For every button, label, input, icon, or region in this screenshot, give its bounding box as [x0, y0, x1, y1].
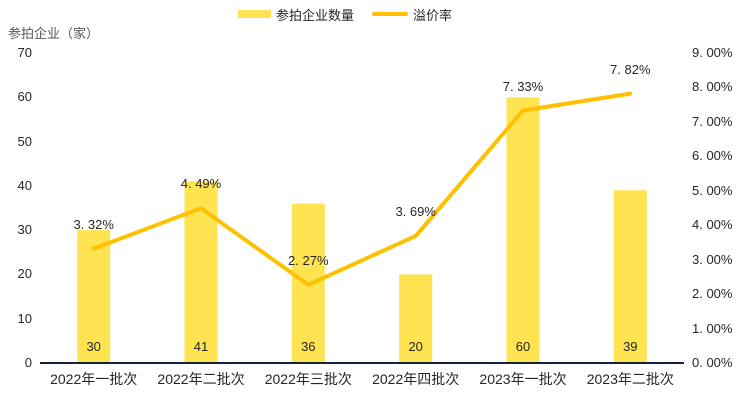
legend-bar-swatch-icon — [238, 10, 271, 18]
bar-2022年四批次 — [399, 274, 433, 363]
bar-2023年二批次 — [613, 190, 647, 363]
legend-line-swatch-icon — [372, 12, 409, 16]
bar-2022年一批次 — [77, 230, 111, 363]
legend-item-bar-series: 参拍企业数量 — [238, 5, 354, 24]
legend-item-line-series: 溢价率 — [372, 5, 452, 24]
line-premium-rate — [91, 91, 633, 287]
bar-2023年一批次 — [506, 97, 540, 364]
chart-legend: 参拍企业数量 溢价率 — [238, 5, 452, 23]
legend-bar-label: 参拍企业数量 — [276, 7, 355, 23]
legend-line-label: 溢价率 — [413, 7, 453, 23]
left-axis-title: 参拍企业（家） — [8, 26, 100, 41]
